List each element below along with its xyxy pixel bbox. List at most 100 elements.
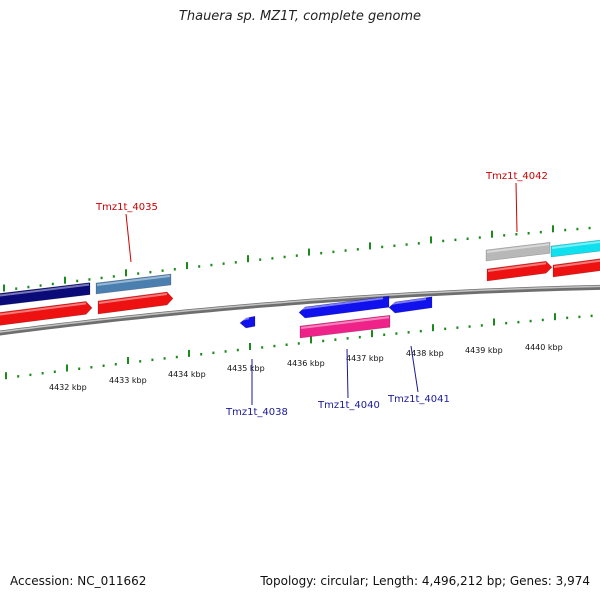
scale-label: 4440 kbp [525,343,563,352]
minor-tick [210,263,213,267]
major-tick [554,313,556,321]
scale-label: 4439 kbp [465,346,503,355]
minor-tick [578,315,581,319]
minor-tick [39,284,42,287]
minor-tick [344,249,347,252]
major-tick [188,349,190,357]
gene-red-left-1-shine [0,302,87,316]
minor-tick [151,358,154,362]
minor-tick [295,254,298,257]
minor-tick [29,373,32,377]
minor-tick [529,319,532,323]
gene-red-left-1 [0,301,93,326]
minor-tick [102,364,105,367]
minor-tick [358,335,361,339]
major-tick [249,343,251,350]
major-tick [125,269,127,277]
minor-tick [383,333,386,336]
major-tick [430,236,432,244]
major-tick [371,330,373,338]
scale-labels: 4432 kbp 4433 kbp 4434 kbp 4435 kbp 4436 kbp… [49,343,563,392]
minor-tick [271,257,274,260]
major-tick [5,372,7,380]
gene-pink [299,314,391,339]
gene-small-blue [239,315,256,329]
scale-label: 4438 kbp [406,349,444,358]
minor-tick [51,282,54,286]
minor-tick [576,227,579,231]
minor-tick [539,230,542,234]
gene-label-tmz1t-4041-leader [410,345,419,393]
minor-tick [149,270,152,274]
inner-tick-track [5,313,593,380]
major-tick [552,225,554,233]
gene-blue-4041 [388,296,433,314]
minor-tick [78,367,81,370]
gene-red-right-1 [486,260,553,282]
gene-label-tmz1t-4042-label: Tmz1t_4042 [485,171,548,182]
gene-steel-left-shine [96,275,171,286]
minor-tick [405,243,408,246]
minor-tick [527,232,530,235]
minor-tick [322,339,325,343]
minor-tick [517,320,520,324]
gene-red-right-1-shine [487,262,547,272]
major-tick [493,318,495,326]
minor-tick [112,275,115,278]
major-tick [127,357,129,364]
feature-track [0,239,600,339]
gene-red-left-2-shine [98,293,168,304]
gene-navy-left [0,282,91,306]
major-tick [310,336,312,344]
genome-backbone [0,284,600,336]
minor-tick [222,262,225,265]
gene-label-tmz1t-4041-label: Tmz1t_4041 [387,394,450,405]
map-title: Thauera sp. MZ1T, complete genome [178,9,422,24]
minor-tick [259,258,262,261]
minor-tick [15,287,18,290]
major-tick [247,255,249,263]
gene-pink-shine [300,316,390,329]
genome-info-text: Topology: circular; Length: 4,496,212 bp… [260,574,590,588]
gene-blue-4040 [298,295,390,319]
minor-tick [588,226,591,230]
minor-tick [273,344,276,348]
minor-tick [297,342,300,345]
minor-tick [334,338,337,341]
minor-tick [466,237,469,240]
minor-tick [17,375,20,378]
minor-tick [346,337,349,340]
minor-tick [175,355,178,359]
gene-blue-4041-shine [389,297,427,305]
backbone-highlight [0,285,600,333]
minor-tick [566,316,569,320]
minor-tick [456,326,459,329]
minor-tick [442,239,445,243]
gene-label-tmz1t-4035-label: Tmz1t_4035 [95,202,158,213]
minor-tick [27,285,30,289]
minor-tick [76,279,79,283]
minor-tick [161,269,164,272]
minor-tick [285,343,288,346]
minor-tick [454,238,457,242]
minor-tick [90,366,93,369]
minor-tick [417,242,420,245]
minor-tick [395,332,398,335]
gene-blue-4040-shine [299,297,384,310]
minor-tick [356,248,359,251]
outer-tick-track [3,225,591,292]
gene-cyan [550,239,600,258]
minor-tick [234,261,237,264]
minor-tick [393,244,396,247]
scale-label: 4435 kbp [227,364,265,373]
major-tick [3,284,5,292]
minor-tick [200,353,203,356]
minor-tick [320,251,323,255]
gene-gray-4042 [485,241,551,262]
minor-tick [541,318,544,322]
gene-red-right-2-shine [553,259,600,268]
major-tick [491,230,493,238]
minor-tick [114,363,117,366]
major-tick [432,324,434,332]
